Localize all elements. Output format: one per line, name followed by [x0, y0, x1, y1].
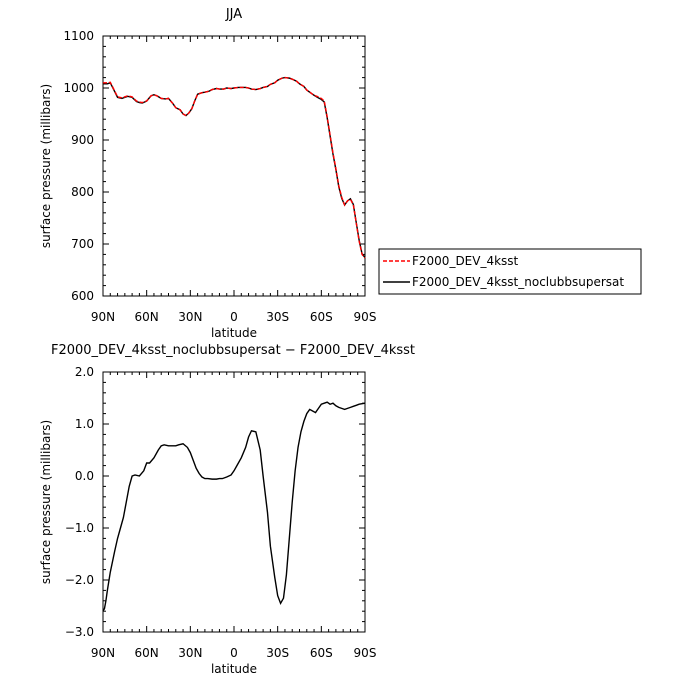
bottom-plot-frame — [102, 371, 366, 633]
top-panel: JJA 600 700 800 900 1000 1100 90N 60N 30… — [39, 7, 642, 340]
bottom-chart-title: F2000_DEV_4ksst_noclubbsupersat − F2000_… — [51, 343, 415, 358]
top-chart-title: JJA — [225, 7, 242, 22]
top-y-tick-label: 900 — [71, 133, 94, 147]
top-y-tick-label: 600 — [71, 289, 94, 303]
top-y-axis-label: surface pressure (millibars) — [39, 84, 53, 248]
top-y-tick-labels: 600 700 800 900 1000 1100 — [63, 29, 94, 303]
top-x-tick-label: 90N — [91, 310, 115, 324]
series-line-f2000-dev-4ksst — [103, 76, 366, 259]
top-y-tick-label: 800 — [71, 185, 94, 199]
bottom-x-tick-label: 60S — [310, 646, 333, 660]
legend: F2000_DEV_4ksst F2000_DEV_4ksst_noclubbs… — [378, 248, 642, 295]
top-x-tick-label: 90S — [354, 310, 377, 324]
top-y-tick-label: 1000 — [63, 81, 94, 95]
top-x-tick-label: 30S — [266, 310, 289, 324]
top-x-tick-label: 60S — [310, 310, 333, 324]
bottom-series-lines — [102, 401, 366, 612]
bottom-y-tick-label: −3.0 — [65, 625, 94, 639]
bottom-x-tick-labels: 90N 60N 30N 0 30S 60S 90S — [91, 646, 377, 660]
top-y-tick-label: 700 — [71, 237, 94, 251]
top-x-axis-label: latitude — [211, 326, 257, 340]
bottom-x-tick-label: 30N — [178, 646, 202, 660]
bottom-axis-ticks — [102, 371, 366, 633]
top-x-tick-labels: 90N 60N 30N 0 30S 60S 90S — [91, 310, 377, 324]
series-line-noclubbsupersat — [103, 76, 366, 258]
legend-label-f2000-dev-4ksst: F2000_DEV_4ksst — [412, 254, 519, 268]
bottom-y-tick-label: 0.0 — [75, 469, 94, 483]
top-series-lines — [103, 76, 366, 259]
top-axis-ticks — [102, 35, 366, 297]
bottom-y-tick-label: −2.0 — [65, 573, 94, 587]
bottom-y-tick-labels: −3.0 −2.0 −1.0 0.0 1.0 2.0 — [65, 365, 94, 639]
bottom-x-axis-label: latitude — [211, 662, 257, 676]
top-y-tick-label: 1100 — [63, 29, 94, 43]
top-x-tick-label: 60N — [135, 310, 159, 324]
legend-label-noclubbsupersat: F2000_DEV_4ksst_noclubbsupersat — [412, 275, 624, 289]
legend-box — [378, 248, 642, 295]
top-plot-frame — [102, 35, 366, 297]
bottom-y-tick-label: −1.0 — [65, 521, 94, 535]
bottom-y-tick-label: 1.0 — [75, 417, 94, 431]
top-x-tick-label: 30N — [178, 310, 202, 324]
bottom-y-axis-label: surface pressure (millibars) — [39, 420, 53, 584]
bottom-x-tick-label: 90S — [354, 646, 377, 660]
bottom-x-tick-label: 60N — [135, 646, 159, 660]
top-x-tick-label: 0 — [230, 310, 238, 324]
series-line-difference — [102, 401, 366, 612]
bottom-panel: F2000_DEV_4ksst_noclubbsupersat − F2000_… — [39, 343, 415, 676]
bottom-x-tick-label: 90N — [91, 646, 115, 660]
bottom-x-tick-label: 30S — [266, 646, 289, 660]
bottom-y-tick-label: 2.0 — [75, 365, 94, 379]
bottom-x-tick-label: 0 — [230, 646, 238, 660]
